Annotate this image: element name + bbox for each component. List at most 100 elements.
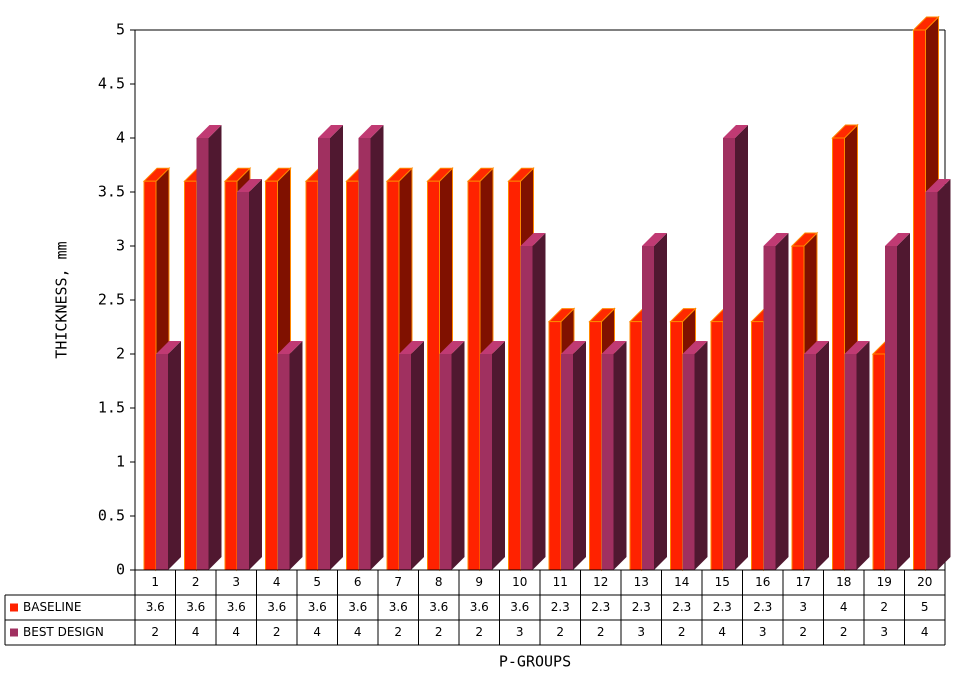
bar [844,341,870,570]
bar-front [508,180,521,571]
bar-front [318,138,330,570]
bar-front [710,321,724,571]
bar-front [913,29,926,571]
bar-front [589,321,602,571]
bar-front [305,180,319,571]
bar-top [804,341,829,354]
bar-front [670,321,683,571]
x-tick-label: 9 [475,575,483,589]
x-tick-label: 20 [917,575,932,589]
table-value: 3.6 [227,600,246,614]
x-tick-label: 3 [232,575,240,589]
y-tick-label: 2.5 [98,291,125,309]
bar-front [925,192,938,570]
legend-label: BEST DESIGN [23,625,104,639]
bar-top [885,233,910,246]
table-value: 4 [192,625,200,639]
bar-front [791,245,805,571]
bar-top [277,341,303,354]
bar [196,125,222,570]
bar-side [816,341,829,570]
bar-front [601,354,614,570]
y-tick-label: 2 [116,345,125,363]
bar-side [937,179,951,570]
table-value: 3.6 [267,600,286,614]
table-value: 4 [232,625,240,639]
y-tick-label: 3 [116,237,125,255]
bar-front [548,321,562,571]
bar [682,341,708,570]
bar-side [856,341,870,570]
bar-front [832,137,845,571]
table-value: 2 [799,625,807,639]
y-axis-label: THICKNESS, mm [53,241,71,358]
bar-side [289,341,303,570]
y-tick-label: 1 [116,453,125,471]
bar-front [224,180,238,571]
bar-front [358,138,371,570]
table-value: 2.3 [713,600,732,614]
bar-side [775,233,789,570]
bar-side [735,125,748,570]
bar-front [143,180,157,571]
table-value: 2 [435,625,443,639]
bar [318,125,343,570]
bar [763,233,789,570]
table-value: 4 [840,600,848,614]
x-tick-label: 6 [354,575,362,589]
bar-front [642,246,654,570]
bar-side [451,341,465,570]
y-tick-label: 4 [116,129,125,147]
bar-top [439,341,465,354]
x-tick-label: 4 [273,575,281,589]
table-value: 3.6 [470,600,489,614]
table-value: 4 [718,625,726,639]
bar-top [237,179,262,192]
table-value: 2 [273,625,281,639]
legend-label: BASELINE [23,600,81,614]
bar-top [763,233,789,246]
table-value: 4 [354,625,362,639]
table-value: 2 [556,625,564,639]
bar [925,179,951,570]
x-tick-label: 13 [634,575,649,589]
data-table: 1 3.6 2 2 3.6 4 3 3.6 4 4 3.6 2 5 3.6 4 6 3.6 4 7 3.6 2 8 3.6 2… [4,569,946,646]
table-value: 3.6 [389,600,408,614]
table-value: 2 [151,625,159,639]
bar-top [480,341,505,354]
bar-side [168,341,181,570]
y-tick-label: 5 [116,21,125,39]
table-value: 2.3 [632,600,651,614]
bar-front [682,354,695,570]
bar-top [156,341,181,354]
table-value: 3 [637,625,645,639]
y-tick-label: 4.5 [98,75,125,93]
table-value: 3.6 [429,600,448,614]
bar-front [804,354,816,570]
bar-front [427,180,440,571]
bar-front [439,354,452,570]
bar [480,341,505,570]
bar [804,341,829,570]
x-tick-label: 11 [553,575,568,589]
bar-front [723,138,735,570]
table-value: 2.3 [591,600,610,614]
bar-side [330,125,343,570]
bar-front [844,354,857,570]
x-tick-label: 19 [877,575,892,589]
x-tick-label: 14 [674,575,689,589]
bar-side [370,125,384,570]
table-value: 3.6 [146,600,165,614]
bar [399,341,424,570]
bar-front [763,246,776,570]
table-value: 2.3 [753,600,772,614]
table-value: 3.6 [348,600,367,614]
x-tick-label: 12 [593,575,608,589]
bar-front [184,180,197,571]
bar-side [411,341,424,570]
bar-front [265,180,278,571]
bar-side [573,341,586,570]
table-value: 5 [921,600,929,614]
bar-top [561,341,586,354]
table-value: 2 [475,625,483,639]
